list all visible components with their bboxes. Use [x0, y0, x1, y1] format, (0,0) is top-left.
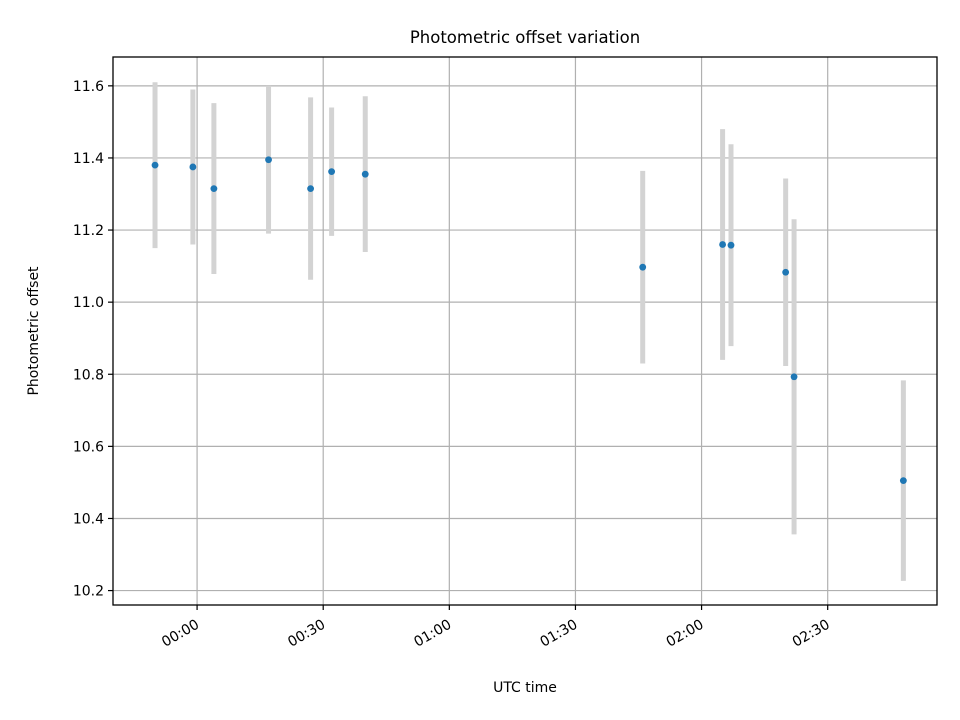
- plot-frame: [112, 56, 938, 606]
- data-point: [790, 373, 798, 381]
- data-point: [727, 241, 735, 249]
- data-point: [639, 263, 647, 271]
- data-point: [782, 268, 790, 276]
- y-axis-label: Photometric offset: [26, 266, 42, 396]
- data-point: [151, 161, 159, 169]
- data-point: [328, 168, 336, 176]
- data-point: [719, 241, 726, 248]
- data-point: [361, 170, 369, 178]
- y-tick-label: 10.8: [73, 367, 104, 383]
- y-tick-label: 11.2: [73, 223, 104, 239]
- y-axis: 10.2 10.4 10.6 10.8 11.0 11.2 11.4 11.6: [73, 79, 113, 600]
- data-point: [210, 185, 218, 192]
- x-axis-label: UTC time: [493, 680, 557, 696]
- y-tick-label: 11.6: [73, 79, 104, 95]
- y-tick-label: 10.4: [73, 511, 104, 527]
- grid: [113, 57, 937, 605]
- y-tick-label: 11.4: [73, 151, 104, 167]
- plot-area: [113, 57, 937, 605]
- data-point: [189, 163, 197, 171]
- data-point: [899, 477, 907, 485]
- chart-title: Photometric offset variation: [410, 28, 640, 47]
- y-tick-label: 10.6: [73, 439, 104, 455]
- data-point: [307, 185, 314, 192]
- data-point: [265, 156, 272, 164]
- y-tick-label: 10.2: [73, 584, 104, 600]
- y-tick-label: 11.0: [73, 295, 104, 311]
- data-points: [151, 156, 907, 485]
